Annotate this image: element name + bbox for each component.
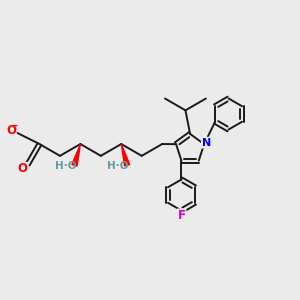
Text: O: O [6,124,16,137]
Polygon shape [72,144,80,166]
Text: F: F [177,209,185,222]
Polygon shape [121,144,130,166]
Text: N: N [202,138,211,148]
Text: H·O: H·O [107,161,129,172]
Text: O: O [17,162,27,176]
Text: –: – [13,121,18,131]
Text: H·O: H·O [55,161,76,172]
